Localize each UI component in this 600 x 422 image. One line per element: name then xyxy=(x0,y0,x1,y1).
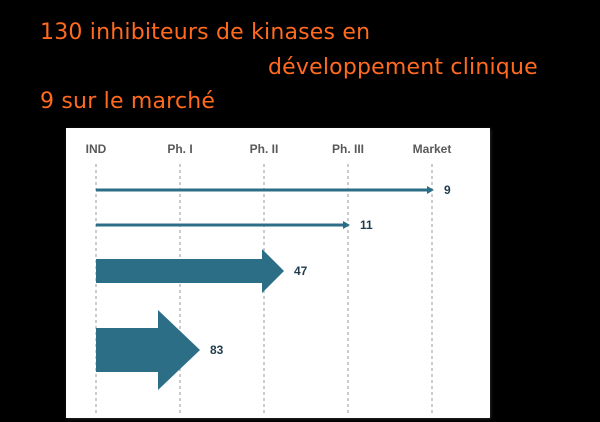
phase-label-4: Market xyxy=(413,142,452,156)
phase-label-3: Ph. III xyxy=(332,142,364,156)
headline-line-2: développement clinique xyxy=(268,55,538,80)
phase-labels: IND Ph. I Ph. II Ph. III Market xyxy=(86,142,452,156)
phase-label-1: Ph. I xyxy=(167,142,192,156)
arrow-bar-1 xyxy=(96,221,350,229)
arrow-bar-2 xyxy=(96,249,284,293)
arrow-bar-3 xyxy=(96,310,200,390)
value-label-1: 11 xyxy=(360,218,373,232)
pipeline-chart: IND Ph. I Ph. II Ph. III Market 9 11 47 83 xyxy=(86,142,452,414)
value-label-3: 83 xyxy=(210,343,224,357)
headline-line-3: 9 sur le marché xyxy=(40,89,216,114)
chart-panel: IND Ph. I Ph. II Ph. III Market 9 11 47 83 xyxy=(66,128,490,418)
arrow-bar-0 xyxy=(96,186,434,194)
phase-label-2: Ph. II xyxy=(250,142,279,156)
headline-line-1: 130 inhibiteurs de kinases en xyxy=(40,20,371,45)
value-label-2: 47 xyxy=(294,264,308,278)
value-label-0: 9 xyxy=(444,183,451,197)
arrows-layer xyxy=(96,186,434,390)
phase-label-0: IND xyxy=(86,142,107,156)
value-labels: 9 11 47 83 xyxy=(210,183,451,357)
